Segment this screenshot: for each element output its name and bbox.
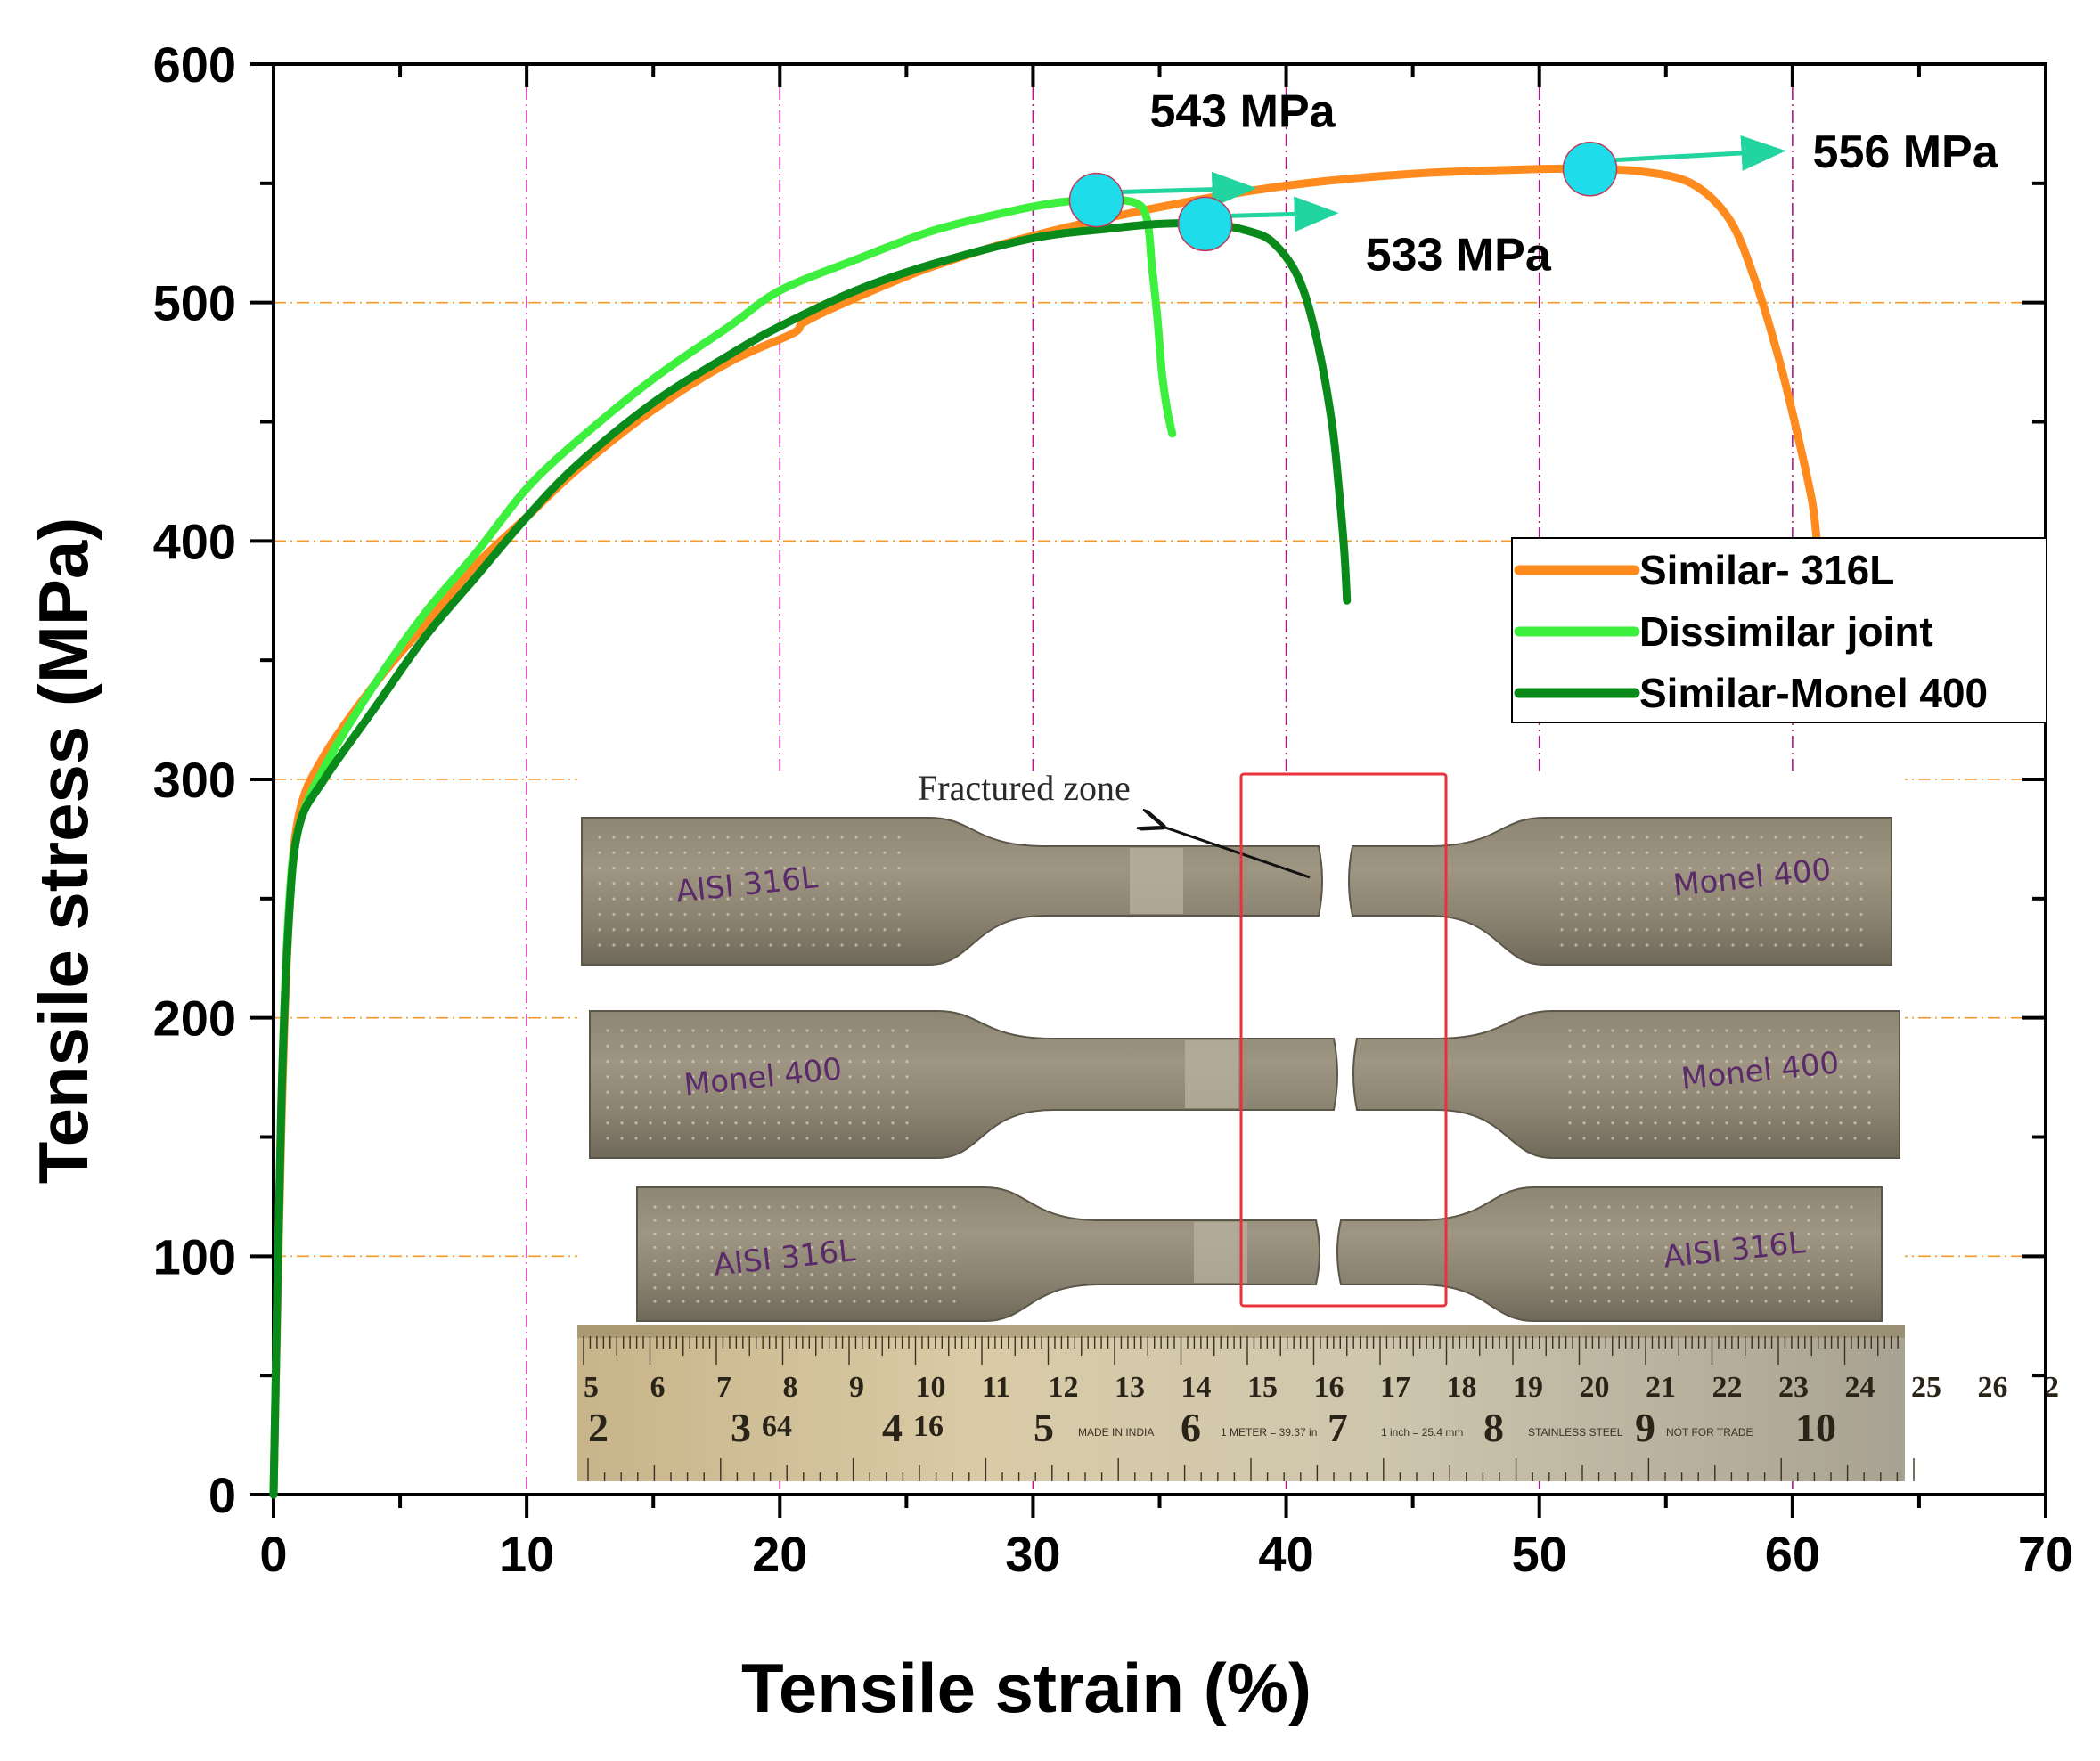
ruler-inch-number: 2 [588,1405,609,1450]
ruler-cm-number: 10 [916,1371,946,1404]
axes: 0 10 20 30 40 50 60 70 0 100 200 300 400 500 600 [153,37,2074,1582]
ruler-inch-number: 4 [882,1405,903,1450]
ruler-cm-number: 9 [849,1371,864,1404]
x-tick-label: 10 [499,1526,554,1582]
x-tick-label: 50 [1512,1526,1567,1582]
ruler-cm-number: 20 [1580,1371,1610,1404]
fractured-zone-arrow [1163,827,1311,879]
ruler-cm-number: 14 [1181,1371,1212,1404]
x-tick-label: 20 [752,1526,807,1582]
ruler-inch-number: STAINLESS STEEL [1528,1426,1623,1439]
x-tick-label: 70 [2018,1526,2073,1582]
ruler-cm-number: 17 [1380,1371,1410,1404]
y-tick-label: 300 [153,752,236,808]
x-tick-label: 40 [1258,1526,1313,1582]
fractured-zone-box [1239,772,1448,1308]
max-stress-marker [1068,172,1124,228]
ruler-cm-number: 15 [1247,1371,1278,1404]
specimen-photo-inset: AISI 316L Monel 400 Monel 400 Monel 400 AISI… [577,768,2059,1481]
ruler: 5 6 7 8 9 10 11 12 13 14 15 16 17 18 19 20 21 22 23 24 25 26 2… [577,1325,2059,1481]
legend-entry: Similar-Monel 400 [1639,670,1988,716]
ruler-inch-number: 3 [731,1405,751,1450]
ruler-cm-number: 5 [584,1371,599,1404]
ruler-cm-number: 7 [716,1371,731,1404]
legend: Similar- 316L Dissimilar joint Similar-Mon… [1511,537,2047,723]
x-tick-label: 0 [259,1526,287,1582]
y-tick-label: 0 [208,1467,236,1523]
ruler-inch-number: 6 [1181,1405,1201,1450]
ruler-cm-number: 26 [1978,1371,2008,1404]
annotations: 543 MPa 533 MPa 556 MPa [1068,86,1999,281]
ruler-inch-number: 8 [1483,1405,1504,1450]
y-axis-title: Tensile stress (MPa) [24,518,102,1185]
ruler-inch-number: 16 [913,1410,944,1443]
ruler-cm-number: 12 [1049,1371,1079,1404]
ruler-inch-number: 10 [1795,1405,1836,1450]
ruler-cm-number: 6 [650,1371,666,1404]
ruler-inch-number: 64 [762,1410,792,1443]
max-stress-marker [1562,142,1618,197]
specimen: AISI 316L AISI 316L [636,1186,1883,1322]
x-axis-title: Tensile strain (%) [741,1649,1311,1727]
specimen: Monel 400 Monel 400 [589,1010,1900,1159]
ruler-cm-number: 16 [1314,1371,1344,1404]
ruler-cm-number: 11 [982,1371,1010,1404]
ruler-inch-number: NOT FOR TRADE [1666,1426,1753,1439]
ruler-cm-number: 23 [1778,1371,1809,1404]
ruler-cm-number: 2 [2044,1371,2059,1404]
y-tick-label: 100 [153,1228,236,1284]
x-tick-label: 60 [1765,1526,1820,1582]
annotation-label: 543 MPa [1149,86,1336,138]
y-tick-label: 500 [153,275,236,331]
x-tick-label: 30 [1005,1526,1060,1582]
ruler-inch-number: MADE IN INDIA [1078,1426,1154,1439]
ruler-inch-number: 1 METER = 39.37 in [1221,1426,1317,1439]
ruler-inch-number: 5 [1034,1405,1054,1450]
ruler-cm-number: 19 [1513,1371,1543,1404]
ruler-cm-number: 8 [783,1371,798,1404]
ruler-inch-number: 7 [1328,1405,1348,1450]
ruler-inch-number: 1 inch = 25.4 mm [1381,1426,1463,1439]
ruler-cm-number: 22 [1712,1371,1743,1404]
y-tick-label: 400 [153,513,236,569]
y-tick-label: 200 [153,991,236,1047]
ruler-cm-number: 24 [1845,1371,1875,1404]
specimen: AISI 316L Monel 400 [581,817,1892,966]
series-line [269,164,1822,1499]
max-stress-marker [1177,196,1233,252]
annotation-label: 556 MPa [1813,126,1999,178]
legend-entry: Dissimilar joint [1639,608,1933,655]
fractured-zone-caption: Fractured zone [918,768,1131,808]
series-line [269,219,1352,1499]
y-tick-label: 600 [153,37,236,93]
ruler-cm-number: 25 [1911,1371,1941,1404]
legend-entry: Similar- 316L [1639,547,1894,593]
ruler-cm-number: 21 [1646,1371,1676,1404]
annotation-label: 533 MPa [1366,229,1552,281]
ruler-cm-number: 18 [1447,1371,1477,1404]
ruler-cm-number: 13 [1115,1371,1145,1404]
series-layer [269,164,1822,1499]
ruler-inch-number: 9 [1635,1405,1655,1450]
